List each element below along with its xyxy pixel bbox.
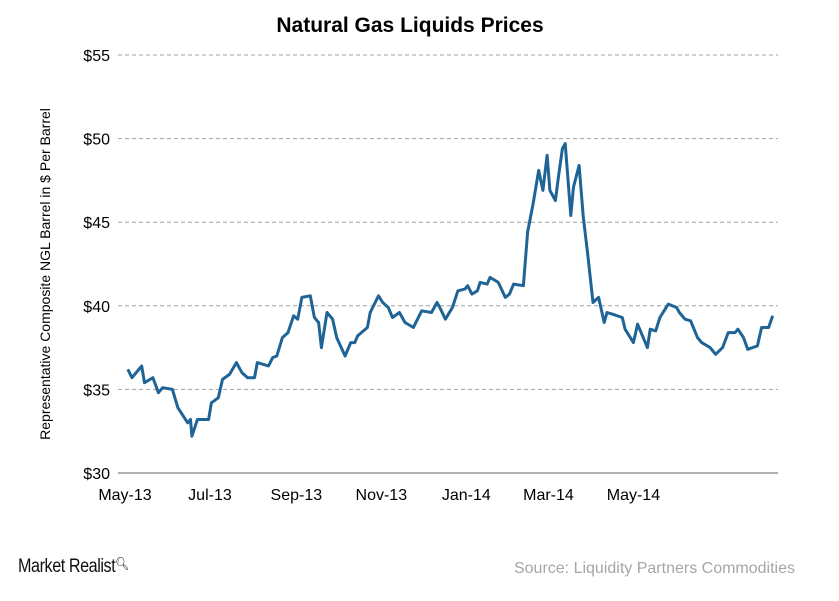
chart-title: Natural Gas Liquids Prices	[276, 14, 543, 37]
x-tick-label: Jul-13	[188, 487, 232, 504]
x-tick-label: May-14	[607, 487, 660, 504]
brand-text: Market Realist	[18, 556, 116, 577]
y-tick-label: $50	[83, 132, 110, 149]
x-tick-label: Mar-14	[523, 487, 574, 504]
magnifier-icon: 🔍︎	[115, 556, 129, 571]
market-realist-logo: Market Realist🔍︎	[18, 556, 129, 578]
x-tick-label: Jan-14	[442, 487, 491, 504]
series-line	[126, 142, 775, 438]
y-tick-label: $35	[83, 382, 110, 399]
y-tick-label: $30	[83, 466, 110, 483]
y-tick-label: $45	[83, 215, 110, 232]
source-note: Source: Liquidity Partners Commodities	[513, 560, 795, 577]
y-axis-label: Representative Composite NGL Barrel in $…	[37, 108, 53, 440]
y-tick-label: $55	[83, 48, 110, 65]
x-tick-label: May-13	[98, 487, 151, 504]
x-tick-label: Nov-13	[356, 487, 408, 504]
x-tick-label: Sep-13	[271, 487, 323, 504]
y-tick-label: $40	[83, 299, 110, 316]
